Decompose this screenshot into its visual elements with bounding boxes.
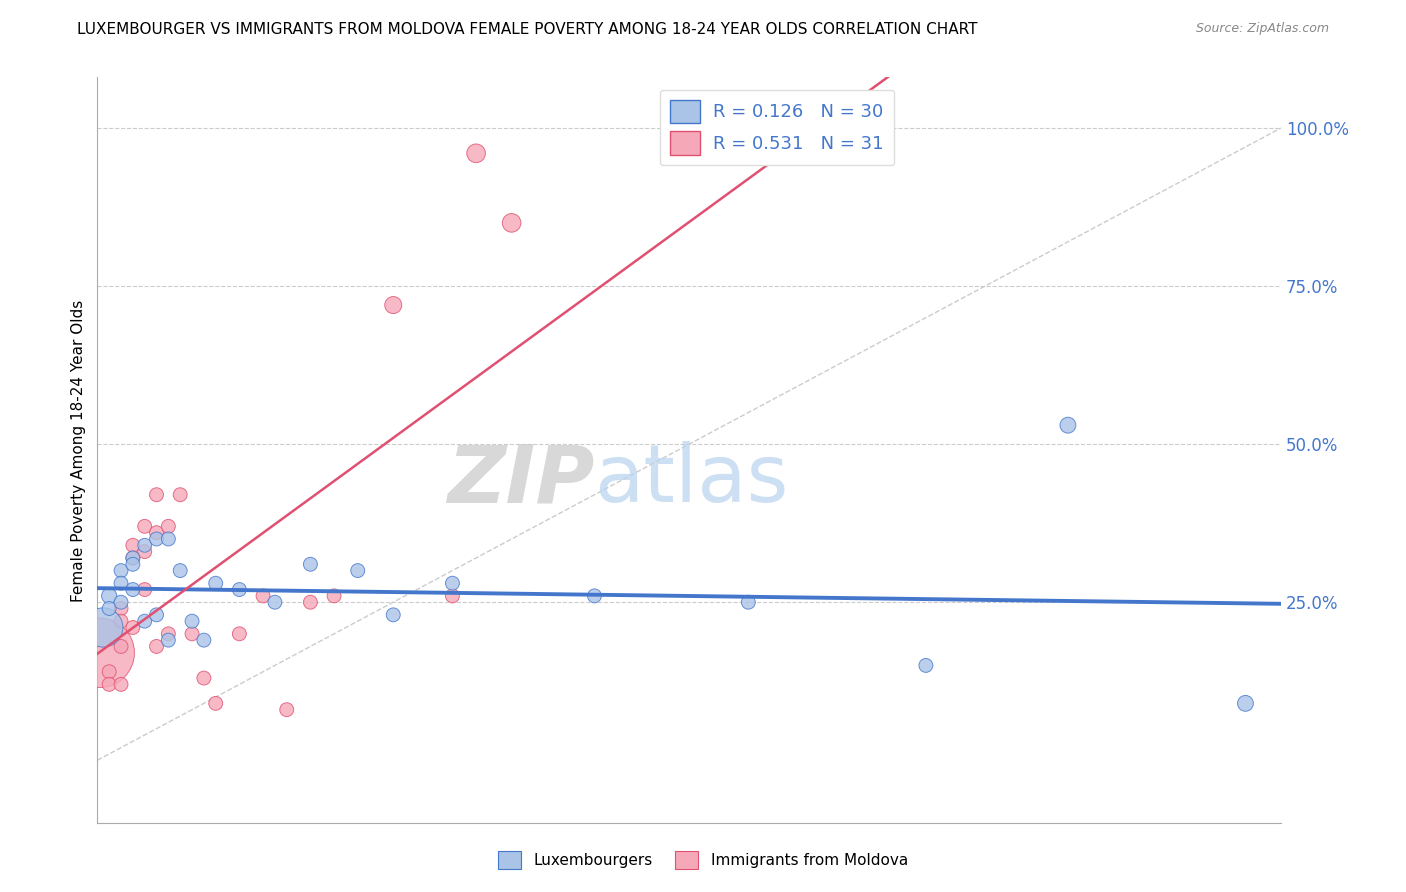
Legend: R = 0.126   N = 30, R = 0.531   N = 31: R = 0.126 N = 30, R = 0.531 N = 31 (659, 89, 894, 165)
Point (169, 488, 191, 502)
Point (121, 538, 143, 552)
Point (737, 595, 759, 609)
Point (228, 582, 250, 597)
Point (204, 576, 226, 591)
Text: Source: ZipAtlas.com: Source: ZipAtlas.com (1195, 22, 1329, 36)
Point (89, 646, 111, 660)
Point (121, 558, 143, 572)
Point (110, 576, 132, 591)
Text: ZIP: ZIP (447, 442, 595, 519)
Point (441, 576, 464, 591)
Point (134, 582, 156, 597)
Point (145, 607, 167, 622)
Point (346, 564, 368, 578)
Point (1234, 697, 1257, 711)
Point (915, 658, 938, 673)
Point (134, 519, 156, 533)
Point (1057, 418, 1080, 433)
Point (228, 627, 250, 641)
Point (181, 627, 204, 641)
Legend: Luxembourgers, Immigrants from Moldova: Luxembourgers, Immigrants from Moldova (492, 845, 914, 875)
Point (382, 607, 405, 622)
Point (157, 633, 180, 648)
Point (121, 550, 143, 565)
Point (299, 595, 322, 609)
Point (134, 544, 156, 558)
Point (98, 601, 121, 615)
Point (583, 589, 606, 603)
Point (193, 671, 215, 685)
Point (98, 677, 121, 691)
Point (181, 614, 204, 628)
Point (110, 677, 132, 691)
Point (134, 614, 156, 628)
Point (110, 564, 132, 578)
Point (264, 595, 287, 609)
Point (134, 538, 156, 552)
Point (121, 550, 143, 565)
Point (157, 519, 180, 533)
Point (98, 589, 121, 603)
Point (299, 558, 322, 572)
Point (91, 620, 114, 634)
Point (204, 697, 226, 711)
Point (145, 640, 167, 654)
Point (121, 620, 143, 634)
Point (501, 216, 523, 230)
Point (145, 488, 167, 502)
Point (193, 633, 215, 648)
Point (382, 298, 405, 312)
Point (323, 589, 346, 603)
Point (110, 614, 132, 628)
Point (252, 589, 274, 603)
Point (98, 665, 121, 679)
Point (110, 595, 132, 609)
Text: atlas: atlas (595, 442, 789, 519)
Point (110, 640, 132, 654)
Y-axis label: Female Poverty Among 18-24 Year Olds: Female Poverty Among 18-24 Year Olds (72, 300, 86, 601)
Text: LUXEMBOURGER VS IMMIGRANTS FROM MOLDOVA FEMALE POVERTY AMONG 18-24 YEAR OLDS COR: LUXEMBOURGER VS IMMIGRANTS FROM MOLDOVA … (77, 22, 977, 37)
Point (276, 703, 298, 717)
Point (145, 532, 167, 546)
Point (157, 532, 180, 546)
Point (465, 146, 488, 161)
Point (145, 525, 167, 540)
Point (169, 564, 191, 578)
Point (441, 589, 464, 603)
Point (110, 601, 132, 615)
Point (121, 582, 143, 597)
Point (157, 627, 180, 641)
